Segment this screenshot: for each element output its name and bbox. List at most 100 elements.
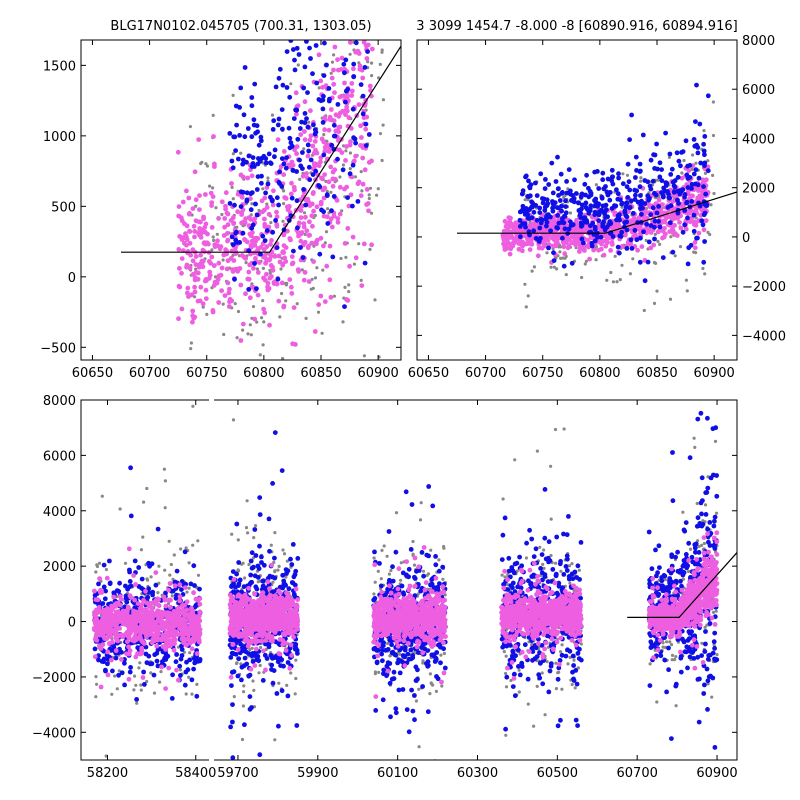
tl-point-pink <box>218 272 224 278</box>
point-gray <box>134 683 138 687</box>
point-pink <box>196 617 201 623</box>
tl-point-pink <box>179 256 185 261</box>
tl-point-pink <box>227 286 232 292</box>
tl-point-pink <box>344 297 349 302</box>
tl-point-blue <box>302 64 308 70</box>
point-blue <box>259 554 264 560</box>
point-pink <box>105 626 111 632</box>
point-pink <box>100 632 105 637</box>
tl-point-pink <box>266 286 272 291</box>
point-gray <box>239 662 243 666</box>
point-blue <box>230 719 235 725</box>
tl-point-blue <box>272 147 278 153</box>
point-blue <box>229 669 235 675</box>
point-blue <box>289 562 295 567</box>
point-gray <box>146 578 150 582</box>
point-blue <box>143 644 149 650</box>
tl-point-gray <box>265 202 269 206</box>
point-pink <box>158 619 164 625</box>
tl-point-pink <box>187 265 193 271</box>
tl-point-pink <box>210 308 216 313</box>
tl-point-pink <box>322 299 328 304</box>
point-blue <box>128 665 134 670</box>
point-pink <box>104 615 110 621</box>
tl-point-blue <box>308 157 314 163</box>
point-pink <box>172 583 178 589</box>
tl-point-blue <box>279 156 285 162</box>
tl-point-gray <box>348 52 352 56</box>
point-blue <box>155 663 161 669</box>
point-blue <box>260 678 266 683</box>
tl-point-pink <box>291 305 297 310</box>
tr-point-blue <box>682 222 688 228</box>
point-blue <box>96 581 101 587</box>
point-blue <box>150 589 156 595</box>
point-pink <box>197 601 203 607</box>
tl-point-blue <box>242 65 248 70</box>
tl-point-gray <box>370 74 374 78</box>
tl-point-pink <box>310 143 316 149</box>
tr-point-gray <box>694 161 698 165</box>
tl-point-gray <box>221 302 225 306</box>
tl-point-pink <box>362 167 368 173</box>
tr-point-pink <box>603 243 609 249</box>
point-pink <box>134 615 140 620</box>
tr-point-pink <box>679 175 685 181</box>
tr-point-blue <box>624 200 630 206</box>
tl-point-blue <box>350 106 356 112</box>
tl-point-pink <box>349 81 355 86</box>
tl-point-gray <box>205 164 209 168</box>
tr-point-gray <box>655 289 659 293</box>
tl-point-pink <box>184 242 189 248</box>
tr-point-blue <box>701 184 706 190</box>
tr-point-blue <box>701 141 706 147</box>
tl-point-blue <box>234 122 240 128</box>
tr-point-blue <box>618 197 623 203</box>
tl-point-blue <box>232 202 237 208</box>
point-pink <box>92 654 98 660</box>
point-pink <box>97 576 102 581</box>
tl-point-blue <box>248 191 254 197</box>
point-gray <box>159 670 163 674</box>
tl-point-pink <box>360 75 366 81</box>
tl-point-gray <box>215 232 219 236</box>
tr-point-pink <box>553 236 559 242</box>
tl-point-gray <box>211 235 215 239</box>
tr-point-gray <box>523 282 527 286</box>
point-blue <box>272 555 277 561</box>
tr-point-pink <box>598 246 604 252</box>
tr-point-blue <box>703 191 709 197</box>
tl-point-gray <box>368 186 373 190</box>
tr-point-blue <box>610 181 616 187</box>
tl-point-pink <box>343 112 348 117</box>
tl-point-pink <box>335 216 341 221</box>
point-pink <box>157 636 163 642</box>
tl-point-blue <box>277 66 283 72</box>
tl-point-pink <box>306 243 311 249</box>
tl-point-pink <box>344 104 350 110</box>
point-blue <box>255 563 261 569</box>
point-pink <box>111 616 117 622</box>
tl-point-blue <box>347 171 353 177</box>
tr-point-blue <box>600 203 606 209</box>
tr-point-blue <box>678 163 683 169</box>
tl-point-pink <box>272 254 278 259</box>
point-gray <box>246 531 250 535</box>
tl-point-blue <box>325 221 331 226</box>
tl-point-blue <box>266 151 272 157</box>
tl-point-blue <box>284 85 290 90</box>
tl-point-pink <box>200 264 206 270</box>
tl-point-pink <box>201 214 206 220</box>
point-blue <box>238 641 244 647</box>
tl-point-pink <box>251 265 256 271</box>
tr-point-blue <box>689 199 695 204</box>
point-pink <box>141 597 146 603</box>
tr-xtick-label: 60700 <box>465 366 506 381</box>
tl-point-blue <box>355 199 361 204</box>
tl-point-blue <box>254 286 259 291</box>
tl-point-blue <box>362 260 368 266</box>
tr-point-blue <box>605 192 611 198</box>
point-gray <box>157 564 161 568</box>
tl-point-pink <box>197 207 202 213</box>
point-pink <box>134 626 140 632</box>
